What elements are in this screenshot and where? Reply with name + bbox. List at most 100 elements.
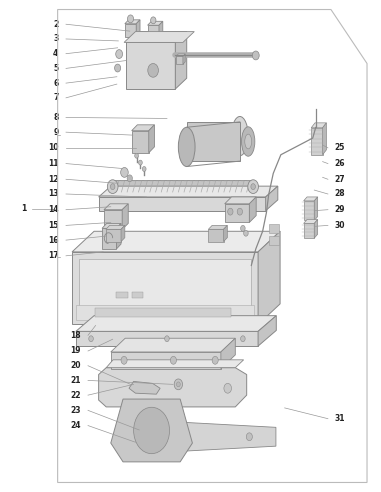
- Polygon shape: [175, 31, 187, 89]
- Polygon shape: [314, 197, 318, 220]
- Circle shape: [128, 15, 134, 23]
- Polygon shape: [208, 229, 224, 242]
- Polygon shape: [106, 229, 121, 242]
- Circle shape: [121, 167, 128, 177]
- Bar: [95, 308, 232, 317]
- Polygon shape: [104, 210, 122, 229]
- Polygon shape: [311, 123, 327, 128]
- Text: 9: 9: [53, 128, 58, 137]
- Circle shape: [134, 407, 170, 454]
- Circle shape: [237, 208, 243, 215]
- Text: 24: 24: [70, 421, 80, 430]
- Circle shape: [115, 64, 121, 72]
- Text: 31: 31: [335, 414, 345, 423]
- Text: 3: 3: [53, 34, 58, 43]
- Circle shape: [107, 180, 118, 193]
- Text: 14: 14: [48, 205, 58, 214]
- Polygon shape: [125, 24, 136, 37]
- Circle shape: [251, 184, 255, 189]
- Text: 25: 25: [335, 143, 345, 153]
- Polygon shape: [149, 125, 154, 153]
- Polygon shape: [208, 225, 227, 229]
- Circle shape: [150, 17, 156, 24]
- Text: 12: 12: [48, 175, 58, 184]
- Circle shape: [252, 51, 259, 60]
- Circle shape: [138, 160, 142, 165]
- Circle shape: [170, 356, 176, 364]
- Circle shape: [148, 63, 158, 77]
- Polygon shape: [147, 21, 163, 25]
- Polygon shape: [304, 219, 318, 223]
- Polygon shape: [258, 231, 280, 325]
- Text: 28: 28: [335, 189, 346, 198]
- Polygon shape: [117, 223, 121, 249]
- Polygon shape: [72, 231, 280, 252]
- Circle shape: [176, 382, 180, 387]
- Text: 29: 29: [335, 205, 345, 214]
- Polygon shape: [225, 204, 249, 222]
- Text: 15: 15: [48, 221, 58, 230]
- Polygon shape: [221, 338, 235, 369]
- Polygon shape: [125, 20, 140, 24]
- Ellipse shape: [242, 127, 255, 156]
- Circle shape: [248, 180, 258, 193]
- Circle shape: [121, 356, 127, 364]
- Text: 7: 7: [53, 93, 58, 102]
- Polygon shape: [99, 186, 278, 197]
- Text: 6: 6: [53, 79, 58, 88]
- Text: 26: 26: [335, 159, 345, 168]
- Polygon shape: [147, 25, 159, 37]
- Circle shape: [241, 225, 245, 231]
- Text: 13: 13: [48, 189, 58, 198]
- Polygon shape: [104, 204, 128, 210]
- Polygon shape: [224, 225, 227, 242]
- Text: 2: 2: [53, 20, 58, 29]
- Polygon shape: [106, 360, 243, 368]
- Ellipse shape: [178, 127, 195, 166]
- Circle shape: [142, 166, 146, 171]
- Bar: [269, 224, 279, 233]
- Circle shape: [228, 208, 233, 215]
- Bar: [132, 292, 143, 298]
- Polygon shape: [72, 252, 258, 325]
- Bar: [76, 305, 254, 320]
- Text: 23: 23: [70, 406, 80, 415]
- Circle shape: [212, 356, 218, 364]
- Circle shape: [174, 379, 182, 390]
- Polygon shape: [132, 131, 149, 153]
- Circle shape: [224, 383, 232, 393]
- Text: 10: 10: [48, 143, 58, 153]
- Circle shape: [135, 154, 138, 158]
- Ellipse shape: [232, 117, 248, 156]
- Polygon shape: [106, 225, 125, 229]
- Bar: [269, 236, 279, 245]
- Circle shape: [246, 433, 252, 441]
- Polygon shape: [99, 197, 266, 211]
- Circle shape: [127, 175, 133, 182]
- Polygon shape: [225, 197, 256, 204]
- Polygon shape: [102, 228, 117, 249]
- Text: 11: 11: [48, 159, 58, 168]
- Polygon shape: [304, 197, 318, 201]
- Polygon shape: [176, 54, 185, 57]
- Polygon shape: [183, 54, 185, 64]
- Polygon shape: [159, 21, 163, 37]
- Text: 27: 27: [335, 175, 346, 184]
- Ellipse shape: [245, 134, 251, 149]
- Bar: [79, 259, 251, 312]
- Polygon shape: [311, 128, 323, 155]
- Text: 21: 21: [70, 376, 80, 385]
- Polygon shape: [124, 31, 194, 42]
- Text: 19: 19: [70, 346, 80, 356]
- Polygon shape: [314, 219, 318, 238]
- Polygon shape: [126, 31, 187, 42]
- Polygon shape: [132, 125, 154, 131]
- Polygon shape: [99, 368, 247, 407]
- Circle shape: [110, 184, 115, 189]
- Polygon shape: [160, 421, 276, 453]
- Polygon shape: [176, 57, 183, 64]
- Polygon shape: [121, 225, 125, 242]
- Polygon shape: [266, 186, 278, 211]
- Polygon shape: [304, 223, 314, 238]
- Polygon shape: [111, 352, 221, 369]
